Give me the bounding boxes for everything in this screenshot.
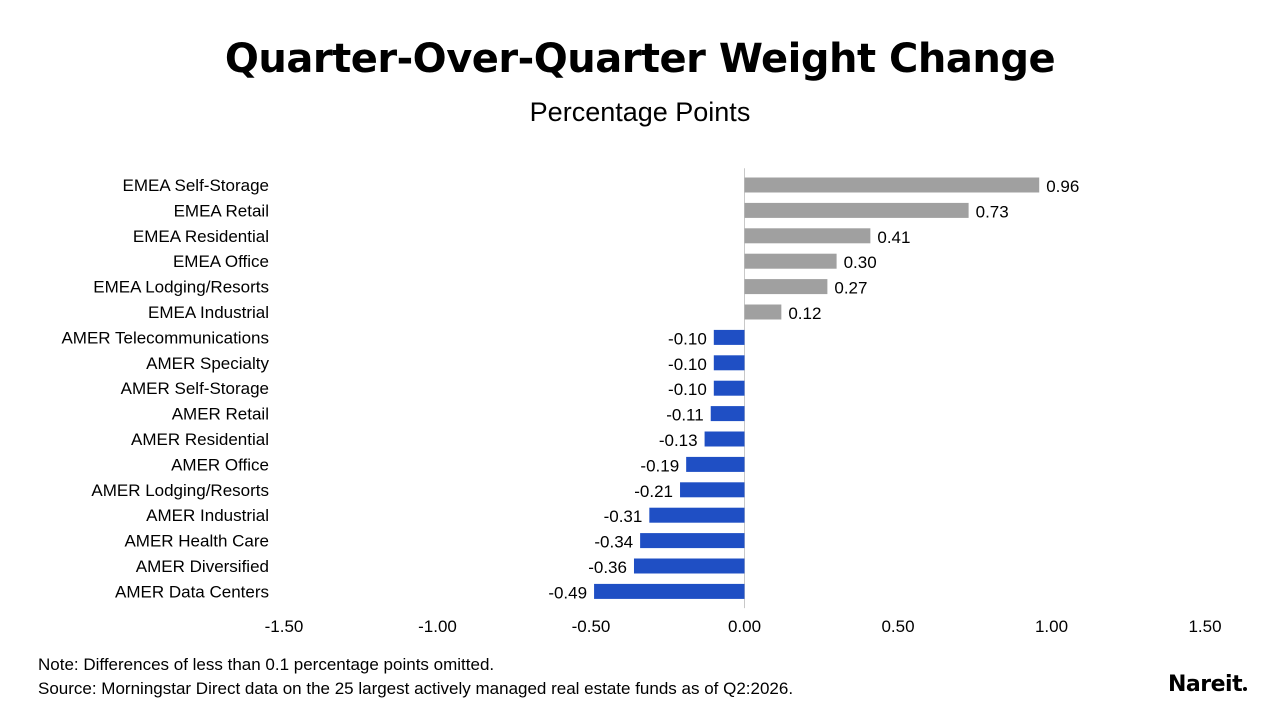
bar-positive: [744, 228, 871, 244]
chart-source: Source: Morningstar Direct data on the 2…: [38, 679, 794, 698]
value-label: 0.96: [1046, 177, 1079, 196]
bar-negative: [710, 406, 745, 422]
category-label: AMER Telecommunications: [61, 328, 269, 347]
value-label: -0.34: [594, 533, 633, 552]
category-label: AMER Retail: [172, 405, 269, 424]
category-label: AMER Diversified: [136, 557, 269, 576]
category-label: AMER Specialty: [146, 354, 269, 373]
category-label: EMEA Office: [173, 252, 269, 271]
x-tick-label: -1.50: [265, 617, 304, 636]
bar-chart: EMEA Self-Storage 0.96 EMEA Retail 0.73 EMEA…: [61, 168, 1222, 636]
category-label: AMER Office: [171, 455, 269, 474]
bar-negative: [633, 558, 745, 574]
category-label: EMEA Lodging/Resorts: [93, 278, 269, 297]
value-label: -0.10: [668, 380, 707, 399]
category-label: EMEA Residential: [133, 227, 269, 246]
bar-positive: [744, 202, 969, 218]
logo-text: Nareit: [1168, 672, 1243, 697]
bar-negative: [686, 456, 745, 472]
category-label: AMER Health Care: [124, 532, 269, 551]
bar-negative: [640, 533, 745, 549]
value-label: -0.49: [548, 583, 587, 602]
value-label: -0.21: [634, 482, 673, 501]
value-label: -0.10: [668, 329, 707, 348]
value-label: -0.31: [604, 507, 643, 526]
category-label: AMER Residential: [131, 430, 269, 449]
category-label: AMER Lodging/Resorts: [91, 481, 269, 500]
bar-negative: [704, 431, 745, 447]
x-tick-label: 0.50: [881, 617, 914, 636]
category-label: EMEA Retail: [174, 201, 269, 220]
bar-negative: [713, 380, 745, 396]
x-tick-label: -0.50: [572, 617, 611, 636]
value-label: 0.12: [788, 304, 821, 323]
value-label: 0.41: [877, 228, 910, 247]
value-label: 0.30: [844, 253, 877, 272]
nareit-logo: Nareit: [1168, 672, 1248, 697]
bar-positive: [744, 304, 782, 320]
bar-positive: [744, 279, 828, 295]
bar-negative: [594, 583, 745, 599]
value-label: -0.13: [659, 431, 698, 450]
bar-positive: [744, 253, 837, 269]
chart-subtitle: Percentage Points: [529, 97, 751, 127]
value-label: -0.36: [588, 558, 627, 577]
x-tick-label: 0.00: [728, 617, 761, 636]
logo-dot: [1243, 687, 1248, 691]
bar-negative: [649, 507, 745, 523]
category-label: EMEA Industrial: [148, 303, 269, 322]
category-label: AMER Self-Storage: [121, 379, 269, 398]
bar-negative: [713, 355, 745, 371]
bar-positive: [744, 177, 1040, 193]
x-tick-label: -1.00: [418, 617, 457, 636]
value-label: -0.11: [666, 406, 704, 425]
x-tick-label: 1.50: [1188, 617, 1221, 636]
chart-note: Note: Differences of less than 0.1 perce…: [38, 655, 495, 674]
chart-title: Quarter-Over-Quarter Weight Change: [224, 36, 1056, 82]
category-label: AMER Data Centers: [115, 582, 269, 601]
bar-negative: [680, 482, 745, 498]
value-label: 0.73: [976, 202, 1009, 221]
value-label: -0.10: [668, 355, 707, 374]
bar-negative: [713, 329, 745, 345]
value-label: -0.19: [640, 456, 679, 475]
category-label: AMER Industrial: [146, 506, 269, 525]
x-tick-label: 1.00: [1035, 617, 1068, 636]
value-label: 0.27: [834, 279, 867, 298]
category-label: EMEA Self-Storage: [123, 176, 269, 195]
